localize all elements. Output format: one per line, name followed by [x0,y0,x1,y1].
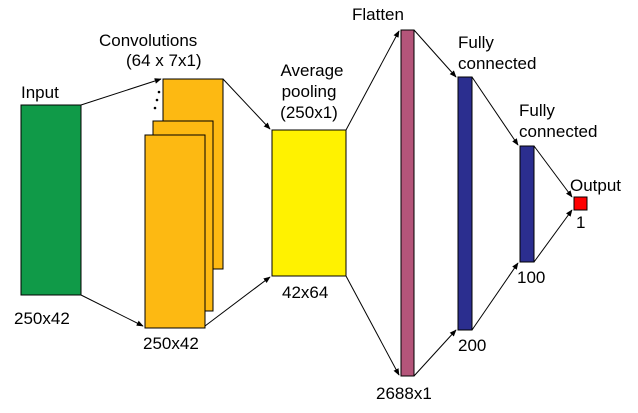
convolutions-title: Convolutions [99,31,198,50]
arrow-pool-to-flatten-top [345,30,400,131]
convolutions-size-label: 250x42 [143,334,199,353]
flatten-size-label: 2688x1 [376,384,432,403]
arrow-input-to-conv-bottom [80,294,144,327]
arrow-fc1-to-fc2-bottom [471,262,519,331]
input-block [20,104,82,296]
pooling-block [271,129,347,277]
conv-ellipsis-dots [153,90,161,110]
arrow-fc2-to-output-top [533,145,573,198]
fc1-label-line1: Fully [458,33,494,52]
output-node [573,196,588,211]
arrow-flatten-to-fc1-top [413,29,457,78]
output-label: Output [570,176,622,195]
fc1-label-line2: connected [458,54,537,73]
arrow-input-to-conv-top [80,78,162,106]
arrow-flatten-to-fc1-bottom [413,329,457,377]
fc2-label-line2: connected [519,122,598,141]
fc1-size-label: 200 [458,336,487,355]
arrow-fc2-to-output-bottom [533,209,573,263]
connection-arrows [80,29,573,377]
output-size-label: 1 [576,213,586,232]
arrow-conv-to-pool-top [222,78,271,130]
flatten-label: Flatten [352,5,404,24]
pooling-title-line1: Average [280,61,344,80]
fc1-bar [457,76,473,331]
input-size-label: 250x42 [14,309,70,328]
pooling-size-label: 42x64 [282,283,329,302]
input-label: Input [21,83,59,102]
fc2-size-label: 100 [517,268,546,287]
pooling-title-line2: pooling [281,82,337,101]
flatten-bar [400,29,415,377]
fc2-bar [519,145,535,263]
convolutions-params: (64 x 7x1) [126,51,202,70]
pooling-title-line3: (250x1) [280,103,338,122]
arrow-conv-to-pool-bottom [204,276,271,327]
arrow-pool-to-flatten-bottom [345,275,400,376]
arrow-fc1-to-fc2-top [471,76,519,146]
conv-map-front [144,134,206,329]
fc2-label-line1: Fully [519,101,555,120]
